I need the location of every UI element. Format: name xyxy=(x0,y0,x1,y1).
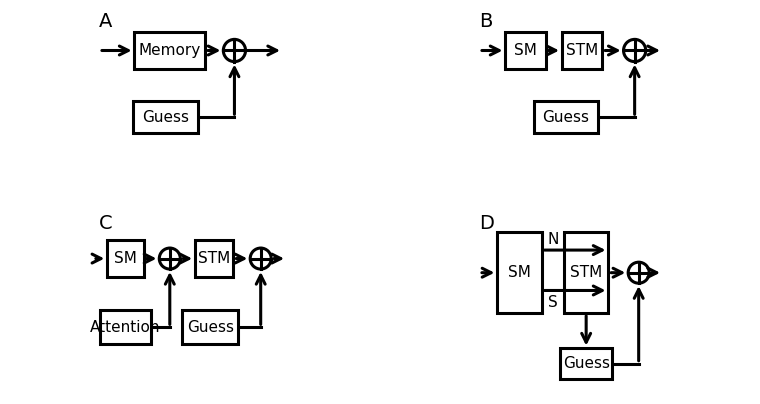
Bar xyxy=(564,232,609,313)
Text: SM: SM xyxy=(508,265,531,280)
Text: SM: SM xyxy=(114,251,137,266)
Text: D: D xyxy=(479,214,494,233)
Bar xyxy=(107,240,144,277)
Text: A: A xyxy=(99,12,112,31)
Text: STM: STM xyxy=(566,43,598,58)
Bar xyxy=(100,310,150,344)
Text: C: C xyxy=(99,214,112,233)
Text: S: S xyxy=(548,295,558,309)
Text: Guess: Guess xyxy=(142,109,189,125)
Text: Guess: Guess xyxy=(562,356,610,371)
Circle shape xyxy=(160,248,180,269)
Text: Guess: Guess xyxy=(187,320,234,335)
Bar xyxy=(497,232,542,313)
Bar xyxy=(505,32,546,69)
Circle shape xyxy=(623,39,646,62)
Text: STM: STM xyxy=(198,251,230,266)
Bar xyxy=(534,101,598,133)
Bar xyxy=(562,32,603,69)
Text: Memory: Memory xyxy=(138,43,201,58)
Bar xyxy=(182,310,239,344)
Text: Guess: Guess xyxy=(543,109,590,125)
Text: STM: STM xyxy=(570,265,602,280)
Text: B: B xyxy=(479,12,492,31)
Text: SM: SM xyxy=(514,43,537,58)
Circle shape xyxy=(250,248,271,269)
Text: N: N xyxy=(547,232,559,247)
Bar xyxy=(134,101,198,133)
Bar xyxy=(135,32,205,69)
Circle shape xyxy=(223,39,245,62)
Circle shape xyxy=(629,262,649,283)
Text: Attention: Attention xyxy=(90,320,160,335)
Bar xyxy=(560,348,613,379)
Bar xyxy=(195,240,233,277)
